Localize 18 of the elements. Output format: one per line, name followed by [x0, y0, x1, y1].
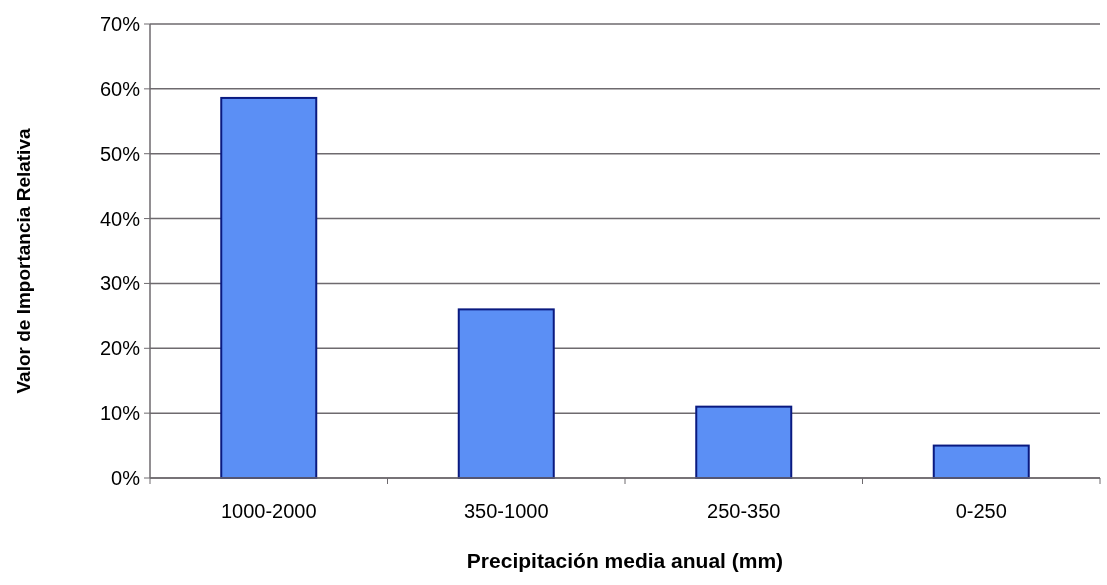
x-tick-label: 0-250 — [955, 500, 1007, 522]
y-tick-label: 50% — [99, 142, 141, 165]
y-tick-label: 0% — [111, 467, 141, 489]
bar — [220, 96, 318, 479]
y-tick-label: 60% — [99, 77, 141, 100]
x-tick-label: 1000-2000 — [220, 500, 317, 522]
y-tick-label: 30% — [99, 272, 141, 295]
y-tick-label: 40% — [99, 207, 141, 230]
bar — [457, 308, 555, 479]
x-tick-label: 350-1000 — [463, 500, 549, 522]
y-tick-label: 10% — [99, 402, 141, 425]
x-tick-label: 250-350 — [707, 500, 781, 522]
y-tick-label: 70% — [99, 13, 141, 35]
y-axis-title: Valor de Importancia Relativa — [13, 128, 34, 394]
bar — [695, 405, 793, 479]
x-axis-title: Precipitación media anual (mm) — [466, 549, 784, 572]
y-tick-label: 20% — [99, 337, 141, 360]
bar — [932, 444, 1030, 479]
